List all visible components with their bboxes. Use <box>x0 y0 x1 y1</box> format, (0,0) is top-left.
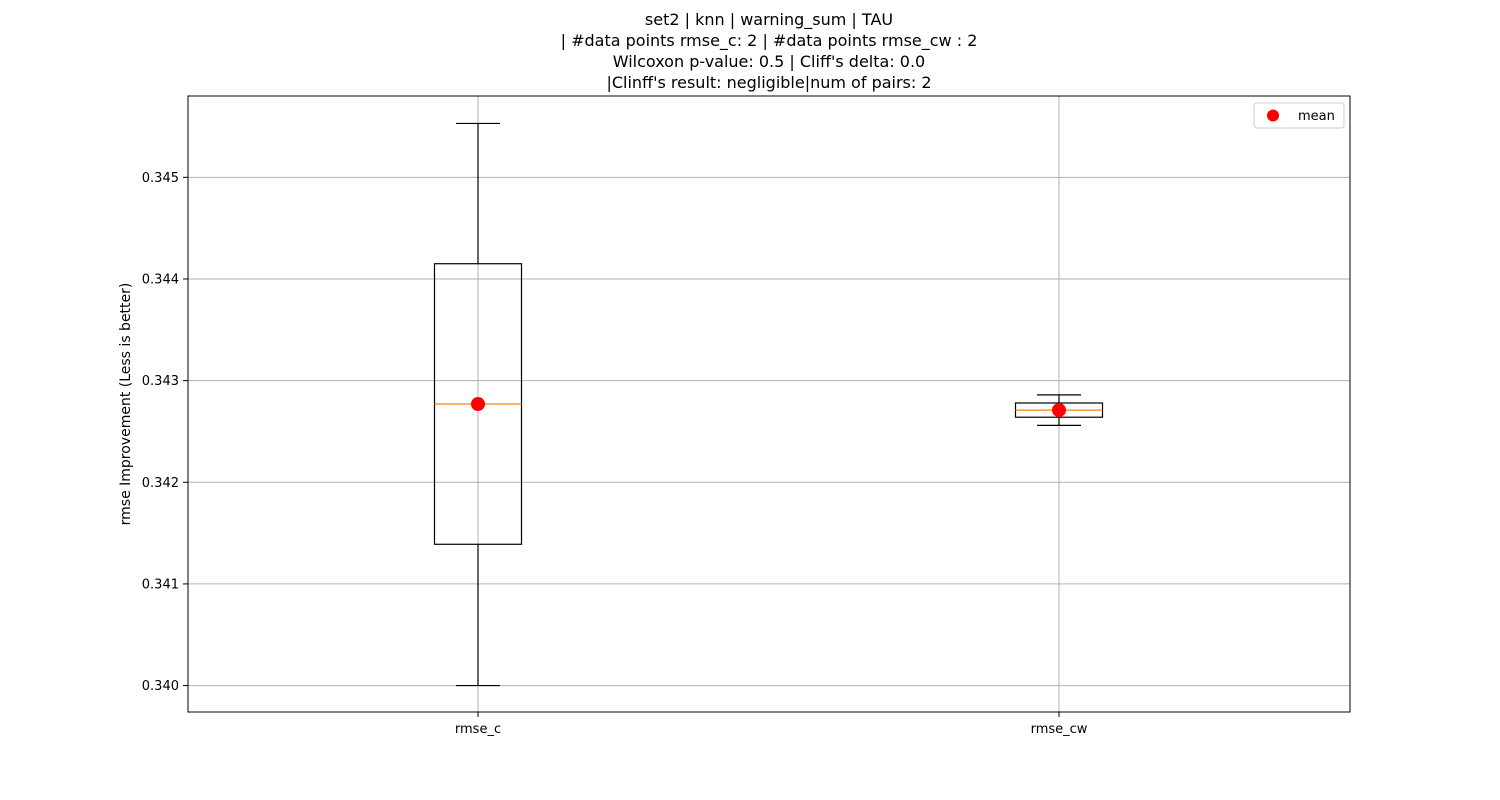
x-tick-label: rmse_cw <box>1031 722 1088 737</box>
y-axis-label: rmse Improvement (Less is better) <box>118 283 134 526</box>
x-axis-ticks: rmse_c rmse_cw <box>455 712 1088 737</box>
legend: mean <box>1253 102 1345 129</box>
title-line-1: set2 | knn | warning_sum | TAU <box>645 10 893 30</box>
y-tick-label: 0.341 <box>142 577 179 592</box>
y-axis-ticks: 0.340 0.341 0.342 0.343 0.344 0.345 <box>142 171 188 694</box>
legend-mean-marker <box>1267 109 1279 122</box>
y-tick-label: 0.345 <box>142 171 179 186</box>
y-tick-label: 0.342 <box>142 476 179 491</box>
grid <box>188 96 1350 712</box>
x-tick-label: rmse_c <box>455 722 501 737</box>
mean-markers <box>471 397 1066 418</box>
y-tick-label: 0.343 <box>142 374 179 389</box>
title-line-4: |Clinff's result: negligible|num of pair… <box>606 73 931 92</box>
legend-frame <box>1253 102 1345 129</box>
y-tick-label: 0.344 <box>142 272 179 287</box>
legend-mean-label: mean <box>1298 109 1335 124</box>
plot-frame <box>187 95 1351 713</box>
title-line-2: | #data points rmse_c: 2 | #data points … <box>561 31 978 51</box>
title-line-3: Wilcoxon p-value: 0.5 | Cliff's delta: 0… <box>613 52 925 71</box>
mean-marker-rmse_cw <box>1052 403 1066 418</box>
mean-marker-rmse_c <box>471 397 485 411</box>
chart-title: set2 | knn | warning_sum | TAU | #data p… <box>561 10 978 92</box>
boxes <box>433 122 1104 687</box>
y-tick-label: 0.340 <box>142 679 179 694</box>
